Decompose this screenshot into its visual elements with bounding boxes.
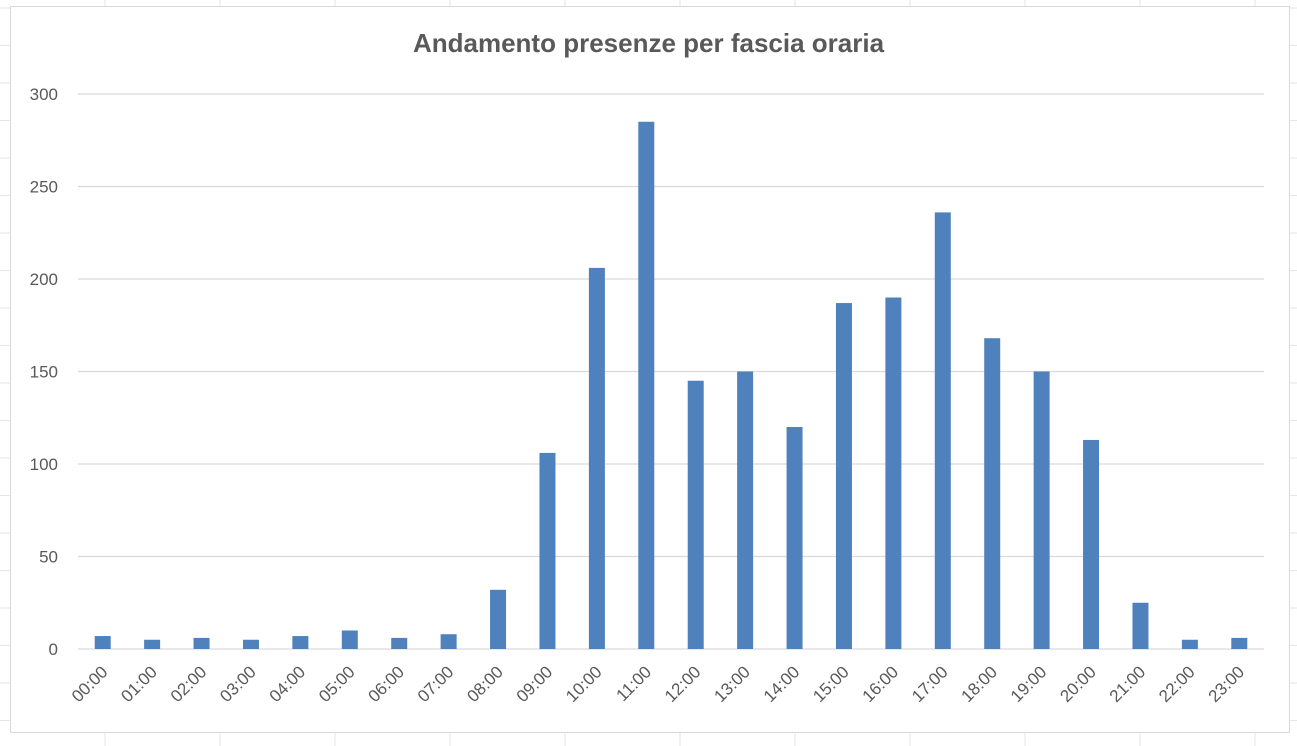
y-tick-label: 250 [30,178,58,197]
y-tick-label: 100 [30,455,58,474]
x-tick-label: 18:00 [958,662,1002,706]
x-tick-label: 16:00 [859,662,903,706]
bar[interactable] [885,297,902,650]
x-tick-label: 02:00 [167,662,211,706]
bar[interactable] [440,634,457,649]
bar[interactable] [687,380,704,649]
x-tick-label: 21:00 [1106,662,1150,706]
bar[interactable] [934,212,951,649]
x-tick-label: 01:00 [117,662,161,706]
bar[interactable] [984,338,1001,649]
x-tick-label: 14:00 [760,662,804,706]
x-tick-label: 23:00 [1205,662,1249,706]
bar[interactable] [638,121,655,649]
bar[interactable] [94,636,111,649]
bar[interactable] [835,303,852,649]
bar[interactable] [539,452,556,649]
x-tick-label: 05:00 [315,662,359,706]
y-tick-label: 50 [39,548,58,567]
y-tick-label: 150 [30,363,58,382]
bar[interactable] [242,639,259,649]
x-tick-label: 00:00 [68,662,112,706]
bar[interactable] [490,589,507,649]
bar[interactable] [588,267,605,649]
bar[interactable] [193,637,210,649]
y-tick-label: 300 [30,85,58,104]
bar[interactable] [1181,639,1198,649]
x-tick-label: 09:00 [513,662,557,706]
x-tick-label: 13:00 [710,662,754,706]
x-tick-label: 07:00 [414,662,458,706]
y-tick-label: 0 [49,640,58,659]
x-tick-label: 17:00 [908,662,952,706]
bar[interactable] [1231,637,1248,649]
chart-title: Andamento presenze per fascia oraria [412,28,885,58]
x-tick-label: 06:00 [365,662,409,706]
bar[interactable] [292,636,309,649]
bar[interactable] [144,639,161,649]
bar[interactable] [786,427,803,649]
x-tick-label: 20:00 [1056,662,1100,706]
bar[interactable] [391,637,408,649]
x-tick-label: 11:00 [612,662,655,705]
x-tick-label: 08:00 [463,662,507,706]
bar[interactable] [737,371,754,650]
bar[interactable] [1083,439,1100,649]
bar[interactable] [341,630,358,650]
x-tick-label: 10:00 [562,662,606,706]
x-tick-label: 03:00 [216,662,260,706]
x-tick-label: 15:00 [809,662,853,706]
x-tick-label: 19:00 [1007,662,1051,706]
x-tick-label: 04:00 [266,662,310,706]
y-tick-label: 200 [30,270,58,289]
bar[interactable] [1033,371,1050,650]
x-tick-label: 22:00 [1155,662,1199,706]
x-tick-label: 12:00 [661,662,705,706]
bar[interactable] [1132,602,1149,649]
